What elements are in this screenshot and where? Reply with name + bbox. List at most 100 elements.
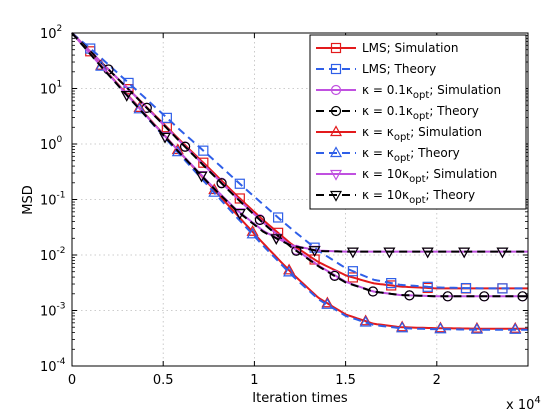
series-marker <box>234 178 245 189</box>
series-marker <box>497 283 508 294</box>
legend-label: κ = 10κopt; Simulation <box>362 167 497 185</box>
legend-entry: κ = 10κopt; Theory <box>316 188 475 206</box>
series-marker <box>171 145 184 157</box>
series-marker <box>273 227 284 238</box>
series-marker <box>359 315 372 327</box>
legend-marker <box>330 84 342 96</box>
series-marker <box>179 141 191 152</box>
series-marker <box>422 281 433 292</box>
legend-entry: κ = 10κopt; Simulation <box>316 167 497 185</box>
series-marker <box>479 291 490 302</box>
legend-label: LMS; Simulation <box>362 41 458 55</box>
legend-subscript: opt <box>394 153 410 164</box>
x-multiplier-base: x 10 <box>506 398 534 413</box>
series-marker <box>195 171 208 183</box>
series-marker <box>359 314 372 326</box>
series-marker <box>460 282 472 294</box>
series-marker <box>273 212 284 223</box>
series-marker <box>386 277 397 289</box>
series-marker <box>458 247 471 259</box>
series-marker <box>421 247 434 259</box>
x-tick-label: 0 <box>68 373 76 388</box>
series-marker <box>367 286 379 297</box>
legend-label: LMS; Theory <box>362 62 436 76</box>
legend-subscript: opt <box>409 195 425 206</box>
x-multiplier-exponent: 4 <box>534 395 540 406</box>
series-6 <box>71 32 528 334</box>
series-marker <box>283 265 296 277</box>
series-marker <box>321 298 334 309</box>
series-marker <box>396 321 409 333</box>
series-marker <box>161 112 172 123</box>
legend-label: κ = κopt; Theory <box>362 146 460 164</box>
series-marker <box>346 247 359 259</box>
x-tick-label: 0.5 <box>153 373 174 388</box>
series-marker <box>133 102 146 114</box>
series-marker <box>329 270 340 282</box>
x-axis-multiplier: x 104 <box>506 395 541 413</box>
x-tick-label: 2 <box>433 373 441 388</box>
y-tick-label: 10-2 <box>40 246 66 264</box>
y-tick-label: 10-3 <box>40 302 66 320</box>
series-marker <box>270 234 283 246</box>
legend-label: κ = 10κopt; Theory <box>362 188 475 206</box>
series-marker <box>517 291 528 302</box>
legend: LMS; Simulation LMS; Theory κ = 0.1κopt; S… <box>309 34 527 210</box>
legend-entry: κ = κopt; Simulation <box>316 125 482 143</box>
series-marker <box>233 209 246 220</box>
legend-label: κ = κopt; Simulation <box>362 125 482 143</box>
legend-subscript: opt <box>413 90 429 101</box>
series-marker <box>308 246 321 258</box>
legend-marker <box>329 190 343 202</box>
legend-subscript: opt <box>394 132 410 143</box>
legend-entry: LMS; Simulation <box>316 41 458 55</box>
series-line <box>71 32 528 253</box>
series-4 <box>71 32 528 302</box>
legend-marker <box>330 63 342 75</box>
series-marker <box>246 227 259 239</box>
legend-entry: κ = 0.1κopt; Simulation <box>316 83 501 101</box>
series-8 <box>71 32 528 259</box>
legend-entry: κ = κopt; Theory <box>316 146 460 164</box>
series-marker <box>216 178 227 189</box>
legend-entry: κ = 0.1κopt; Theory <box>316 104 479 122</box>
series-marker <box>347 266 358 277</box>
series-marker <box>442 291 453 302</box>
series-line <box>71 32 528 290</box>
legend-marker <box>329 146 343 158</box>
y-tick-label: 10-4 <box>40 357 66 375</box>
series-marker <box>120 91 133 102</box>
y-tick-label: 101 <box>40 80 62 98</box>
series-marker <box>198 157 209 168</box>
series-marker <box>95 59 108 71</box>
series-marker <box>254 214 265 226</box>
series-marker <box>509 323 522 334</box>
series-marker <box>234 193 245 204</box>
y-tick-label: 102 <box>40 24 62 42</box>
legend-box <box>309 34 527 210</box>
legend-marker <box>329 125 343 137</box>
x-axis-label: Iteration times <box>252 391 348 406</box>
x-tick-label: 1 <box>250 373 258 388</box>
y-tick-label: 100 <box>40 135 63 153</box>
series-marker <box>434 322 447 334</box>
y-tick-label: 10-1 <box>40 191 66 209</box>
legend-label: κ = 0.1κopt; Simulation <box>362 83 501 101</box>
series-marker <box>159 132 172 144</box>
legend-marker <box>330 42 342 54</box>
y-axis-label: MSD <box>21 185 36 214</box>
series-line <box>71 32 528 331</box>
series-marker <box>470 322 483 334</box>
legend-marker <box>330 105 342 117</box>
legend-marker <box>329 169 343 181</box>
series-layer <box>71 32 528 334</box>
series-marker <box>404 290 415 301</box>
series-marker <box>123 77 134 89</box>
x-tick-label: 1.5 <box>335 373 356 388</box>
legend-entry: LMS; Theory <box>316 62 436 76</box>
series-marker <box>198 145 209 156</box>
series-marker <box>496 247 509 259</box>
legend-label: κ = 0.1κopt; Theory <box>362 104 479 122</box>
series-marker <box>123 84 134 95</box>
